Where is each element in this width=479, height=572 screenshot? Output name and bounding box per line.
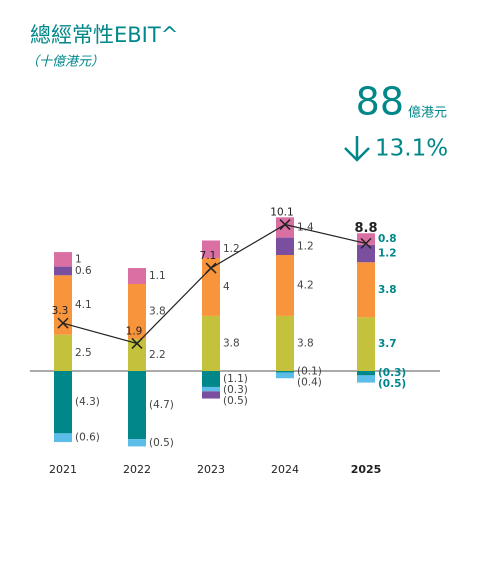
value-label: (0.6) bbox=[75, 432, 100, 444]
value-label: 1.2 bbox=[378, 248, 397, 260]
headline-value: 88 bbox=[356, 80, 404, 124]
value-label: 1.2 bbox=[297, 240, 314, 252]
chart-subtitle: （十億港元） bbox=[26, 54, 104, 70]
value-label: (0.5) bbox=[378, 378, 406, 390]
bar-segment bbox=[54, 275, 72, 335]
bar-segment bbox=[54, 252, 72, 267]
total-marker bbox=[57, 317, 69, 329]
value-label: 0.6 bbox=[75, 265, 92, 277]
bar-segment bbox=[357, 262, 375, 318]
total-marker bbox=[279, 219, 291, 231]
bar-segment bbox=[276, 372, 294, 379]
value-label: (0.3) bbox=[378, 367, 406, 379]
bar-segment bbox=[54, 371, 72, 434]
bar-segment bbox=[128, 284, 146, 340]
value-label: (0.3) bbox=[223, 384, 248, 396]
value-label: 4.1 bbox=[75, 299, 92, 311]
value-label: (0.5) bbox=[223, 395, 248, 407]
bar-segment bbox=[202, 240, 220, 258]
bar-segment bbox=[202, 386, 220, 392]
x-tick-label: 2023 bbox=[197, 463, 225, 476]
bar-segment bbox=[276, 255, 294, 316]
total-label: 8.8 bbox=[354, 221, 377, 236]
bar-segment bbox=[357, 233, 375, 245]
headline-change: 13.1% bbox=[375, 136, 448, 162]
bar-segment bbox=[202, 257, 220, 316]
total-marker bbox=[131, 337, 143, 349]
bar-segment bbox=[357, 244, 375, 263]
value-label: (4.7) bbox=[149, 399, 174, 411]
bar-segment bbox=[357, 375, 375, 383]
value-label: (0.1) bbox=[297, 366, 322, 378]
bar-segment bbox=[357, 317, 375, 371]
bar-segment bbox=[128, 268, 146, 284]
value-label: 2.2 bbox=[149, 349, 166, 361]
bar-segment bbox=[276, 237, 294, 255]
down-arrow bbox=[344, 136, 370, 162]
value-label: (0.5) bbox=[149, 437, 174, 449]
x-tick-label: 2021 bbox=[49, 463, 77, 476]
bar-segment bbox=[276, 217, 294, 238]
value-label: (0.4) bbox=[297, 377, 322, 389]
total-label: 1.9 bbox=[126, 325, 143, 337]
value-label: 3.7 bbox=[378, 338, 397, 350]
value-label: (4.3) bbox=[75, 396, 100, 408]
value-label: 4.2 bbox=[297, 279, 314, 291]
bar-segment bbox=[202, 391, 220, 399]
value-label: 1.2 bbox=[223, 243, 240, 255]
bar-segment bbox=[128, 439, 146, 447]
bar-segment bbox=[276, 371, 294, 373]
value-label: 0.8 bbox=[378, 233, 397, 245]
total-marker bbox=[205, 262, 217, 274]
value-label: 3.8 bbox=[297, 337, 314, 349]
bar-segment bbox=[276, 315, 294, 371]
bar-segment bbox=[54, 266, 72, 276]
value-label: 1 bbox=[75, 253, 82, 265]
bar-segment bbox=[54, 334, 72, 371]
bar-segment bbox=[202, 315, 220, 371]
bar-segment bbox=[202, 371, 220, 387]
bar-segment bbox=[357, 371, 375, 376]
value-label: 2.5 bbox=[75, 347, 92, 359]
total-marker bbox=[360, 237, 372, 249]
chart-title: 總經常性EBIT^ bbox=[30, 23, 178, 47]
value-label: 1.1 bbox=[149, 270, 166, 282]
bar-segment bbox=[54, 433, 72, 443]
x-tick-label: 2022 bbox=[123, 463, 151, 476]
value-label: 3.8 bbox=[378, 284, 397, 296]
value-label: 3.8 bbox=[149, 306, 166, 318]
total-label: 7.1 bbox=[200, 250, 217, 262]
value-label: 3.8 bbox=[223, 337, 240, 349]
x-tick-label: 2024 bbox=[271, 463, 299, 476]
bar-segment bbox=[128, 371, 146, 440]
headline-unit: 億港元 bbox=[408, 105, 447, 121]
value-label: (1.1) bbox=[223, 373, 248, 385]
total-label: 3.3 bbox=[52, 305, 69, 317]
total-label: 10.1 bbox=[270, 207, 293, 219]
x-tick-label: 2025 bbox=[351, 463, 382, 476]
value-label: 4 bbox=[223, 281, 230, 293]
